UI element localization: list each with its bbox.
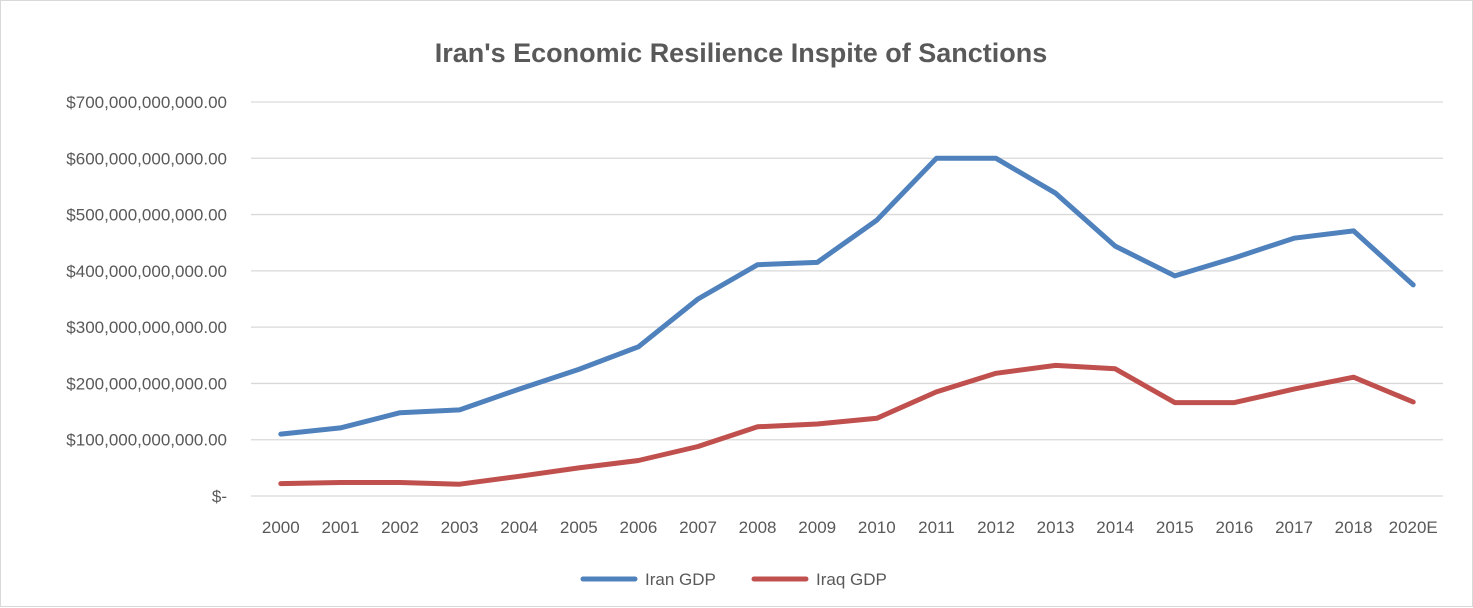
y-tick-label: $700,000,000,000.00 xyxy=(66,93,227,112)
legend: Iran GDP Iraq GDP xyxy=(583,570,887,589)
x-tick-label: 2004 xyxy=(500,518,538,537)
y-tick-label: $300,000,000,000.00 xyxy=(66,318,227,337)
x-tick-label: 2000 xyxy=(262,518,300,537)
legend-item: Iraq GDP xyxy=(754,570,887,589)
x-tick-label: 2020E xyxy=(1389,518,1438,537)
x-tick-label: 2016 xyxy=(1215,518,1253,537)
x-tick-label: 2014 xyxy=(1096,518,1134,537)
y-tick-label: $- xyxy=(212,487,227,506)
legend-label: Iraq GDP xyxy=(816,570,887,589)
y-tick-label: $600,000,000,000.00 xyxy=(66,149,227,168)
x-tick-label: 2010 xyxy=(858,518,896,537)
x-tick-label: 2015 xyxy=(1156,518,1194,537)
gridlines xyxy=(251,102,1443,496)
x-tick-label: 2009 xyxy=(798,518,836,537)
x-tick-label: 2006 xyxy=(619,518,657,537)
x-tick-label: 2003 xyxy=(441,518,479,537)
legend-item: Iran GDP xyxy=(583,570,716,589)
series-lines xyxy=(281,158,1414,484)
legend-label: Iran GDP xyxy=(645,570,716,589)
y-tick-label: $500,000,000,000.00 xyxy=(66,206,227,225)
x-tick-label: 2017 xyxy=(1275,518,1313,537)
x-tick-label: 2012 xyxy=(977,518,1015,537)
x-tick-label: 2002 xyxy=(381,518,419,537)
x-tick-label: 2011 xyxy=(918,518,955,537)
x-tick-label: 2007 xyxy=(679,518,717,537)
x-tick-label: 2005 xyxy=(560,518,598,537)
y-tick-label: $200,000,000,000.00 xyxy=(66,374,227,393)
x-tick-label: 2013 xyxy=(1037,518,1075,537)
x-tick-label: 2018 xyxy=(1335,518,1373,537)
y-tick-label: $100,000,000,000.00 xyxy=(66,431,227,450)
series-line-iran-gdp xyxy=(281,158,1413,434)
y-tick-label: $400,000,000,000.00 xyxy=(66,262,227,281)
y-axis-tick-labels: $- $100,000,000,000.00 $200,000,000,000.00… xyxy=(66,93,227,506)
x-tick-label: 2001 xyxy=(321,518,359,537)
x-axis-tick-labels: 2000 2001 2002 2003 2004 2005 2006 2007 2008 2009… xyxy=(262,518,1438,537)
chart-title: Iran's Economic Resilience Inspite of Sa… xyxy=(435,38,1048,68)
x-tick-label: 2008 xyxy=(739,518,777,537)
